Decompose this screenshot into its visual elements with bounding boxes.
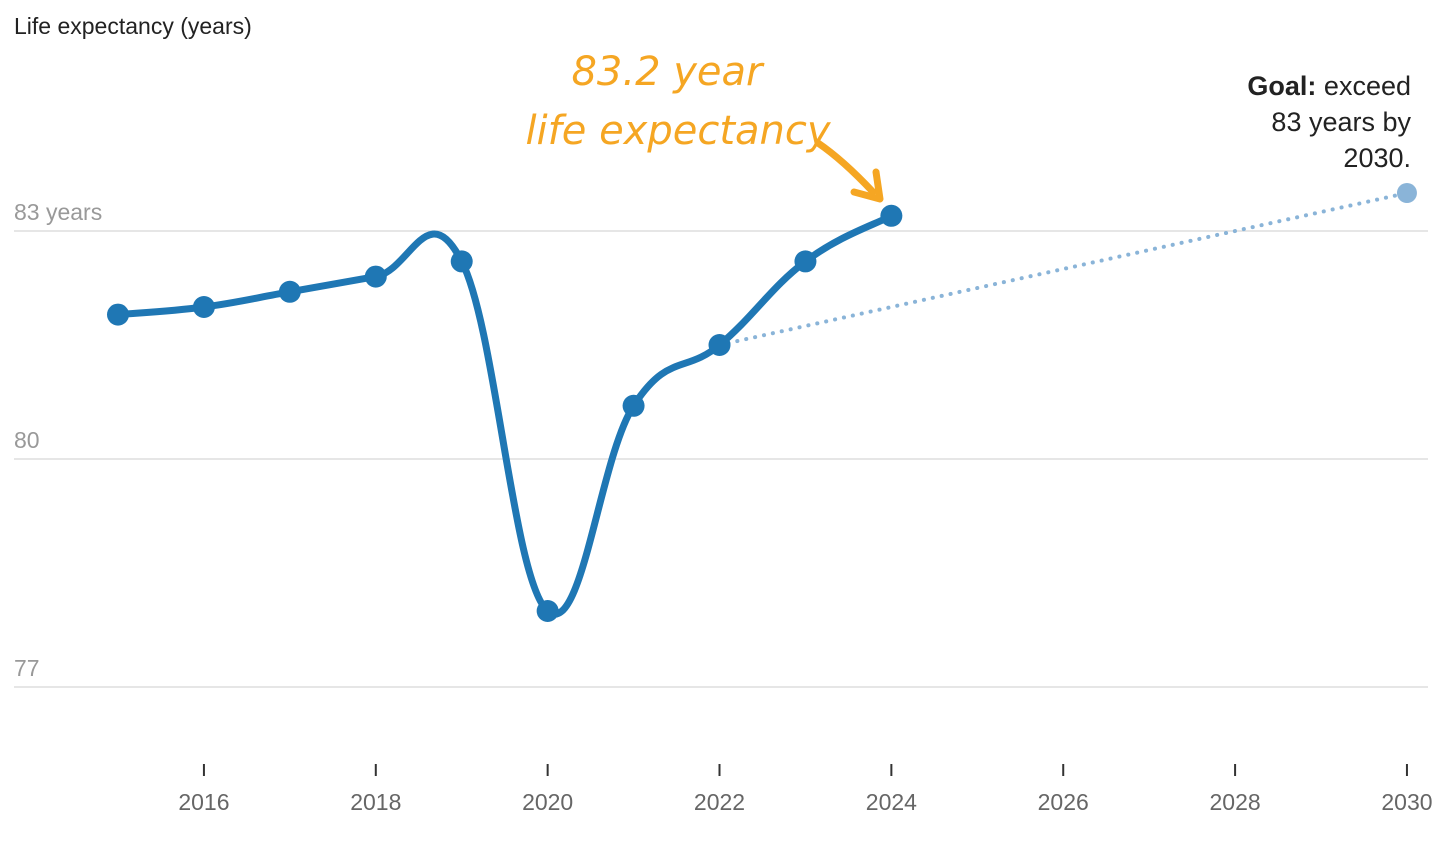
goal-annotation-line-1: Goal: exceed	[1247, 71, 1411, 101]
y-axis-label: Life expectancy (years)	[14, 13, 252, 39]
goal-annotation: Goal: exceed 83 years by 2030.	[1247, 71, 1411, 173]
x-tick-label: 2030	[1381, 789, 1432, 815]
data-point	[708, 334, 731, 356]
x-tick-label: 2024	[866, 789, 917, 815]
data-point	[450, 250, 473, 273]
x-tick-label: 2028	[1210, 789, 1261, 815]
data-point	[107, 303, 129, 326]
x-axis: 2016 2018 2020 2022 2024 2026 2028 2030	[178, 764, 1433, 815]
x-tick-label: 2022	[694, 789, 745, 815]
goal-text-1: exceed	[1324, 71, 1411, 101]
goal-annotation-line-3: 2030.	[1343, 143, 1411, 173]
series-line	[114, 212, 895, 618]
x-tick-label: 2020	[522, 789, 573, 815]
data-point	[364, 265, 387, 288]
data-point	[278, 280, 301, 303]
y-tick-label: 80	[14, 427, 40, 453]
y-tick-labels: 83 years 80 77	[14, 199, 102, 681]
projection-line	[717, 191, 1409, 347]
highlight-annotation-line-2: life expectancy	[525, 108, 831, 154]
data-point	[794, 250, 817, 273]
x-tick-label: 2026	[1038, 789, 1089, 815]
gridlines	[14, 230, 1428, 688]
data-point	[536, 600, 559, 622]
x-tick-label: 2016	[178, 789, 229, 815]
goal-annotation-line-2: 83 years by	[1271, 107, 1411, 137]
highlight-annotation-line-1: 83.2 year	[571, 49, 765, 95]
data-point	[622, 394, 645, 417]
y-tick-label: 77	[14, 655, 40, 681]
highlight-arrowhead	[850, 168, 884, 203]
highlight-annotation: 83.2 year life expectancy	[525, 49, 884, 203]
y-tick-label: 83 years	[14, 199, 102, 225]
data-point	[880, 204, 903, 227]
life-expectancy-series	[107, 204, 903, 622]
goal-label: Goal:	[1247, 71, 1316, 101]
x-tick-label: 2018	[350, 789, 401, 815]
goal-point	[1396, 183, 1417, 203]
goal-projection	[717, 183, 1417, 347]
highlight-arrow	[814, 139, 877, 196]
data-point	[192, 296, 215, 318]
